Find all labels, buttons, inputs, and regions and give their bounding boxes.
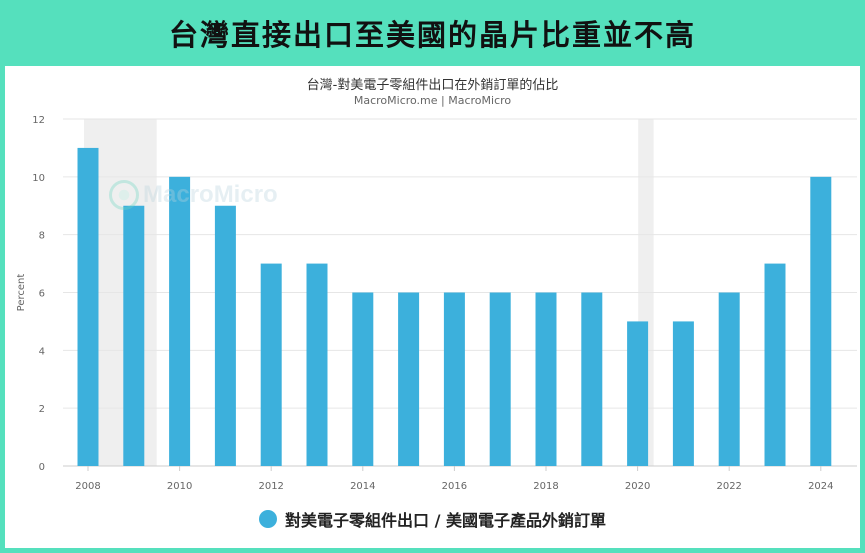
watermark-text: MacroMicro	[143, 181, 278, 208]
x-tick-label: 2016	[442, 481, 467, 492]
x-tick-label: 2022	[716, 481, 741, 492]
bar-2015	[398, 292, 420, 466]
x-tick-label: 2018	[533, 481, 558, 492]
bar-chart: 0 2 4 6 8 10 12 Percent 2008 2010 2012 2014 2016 2018…	[16, 115, 857, 492]
bar-2020	[627, 321, 649, 466]
y-tick-label: 6	[39, 289, 45, 300]
y-tick-label: 0	[39, 462, 45, 473]
bar-2023	[764, 263, 786, 466]
y-tick-label: 4	[39, 346, 45, 357]
bar-2012	[260, 263, 282, 466]
bar-2017	[489, 292, 511, 466]
bar-2010	[169, 176, 191, 466]
x-tick-label: 2020	[625, 481, 650, 492]
watermark: MacroMicro	[109, 180, 278, 210]
bar-2011	[214, 205, 236, 466]
bar-2022	[718, 292, 740, 466]
legend-label: 對美電子零組件出口 / 美國電子產品外銷訂單	[285, 511, 606, 530]
legend-marker-icon	[259, 510, 277, 528]
bar-2014	[352, 292, 374, 466]
x-tick-label: 2008	[75, 481, 100, 492]
chart-card: 台灣-對美電子零組件出口在外銷訂單的佔比 MacroMicro.me | Mac…	[5, 66, 860, 548]
y-tick-label: 8	[39, 231, 45, 242]
bar-2009	[123, 205, 145, 466]
y-tick-label: 10	[32, 173, 45, 184]
y-axis-label: Percent	[16, 274, 27, 312]
bar-2018	[535, 292, 557, 466]
bar-2016	[443, 292, 465, 466]
chart-title: 台灣-對美電子零組件出口在外銷訂單的佔比	[306, 78, 559, 93]
chart-subtitle: MacroMicro.me | MacroMicro	[353, 94, 512, 107]
macromicro-logo-icon	[109, 180, 139, 210]
bar-2008	[77, 147, 99, 466]
legend[interactable]: 對美電子零組件出口 / 美國電子產品外銷訂單	[5, 507, 860, 531]
y-tick-label: 12	[32, 115, 45, 126]
bar-2019	[581, 292, 603, 466]
x-tick-label: 2010	[167, 481, 192, 492]
x-tick-label: 2024	[808, 481, 833, 492]
y-tick-label: 2	[39, 404, 45, 415]
banner-title: 台灣直接出口至美國的晶片比重並不高	[168, 18, 696, 52]
bar-2024	[810, 176, 832, 466]
bar-2013	[306, 263, 328, 466]
bar-2021	[672, 321, 694, 466]
x-tick-label: 2014	[350, 481, 375, 492]
x-tick-label: 2012	[258, 481, 283, 492]
